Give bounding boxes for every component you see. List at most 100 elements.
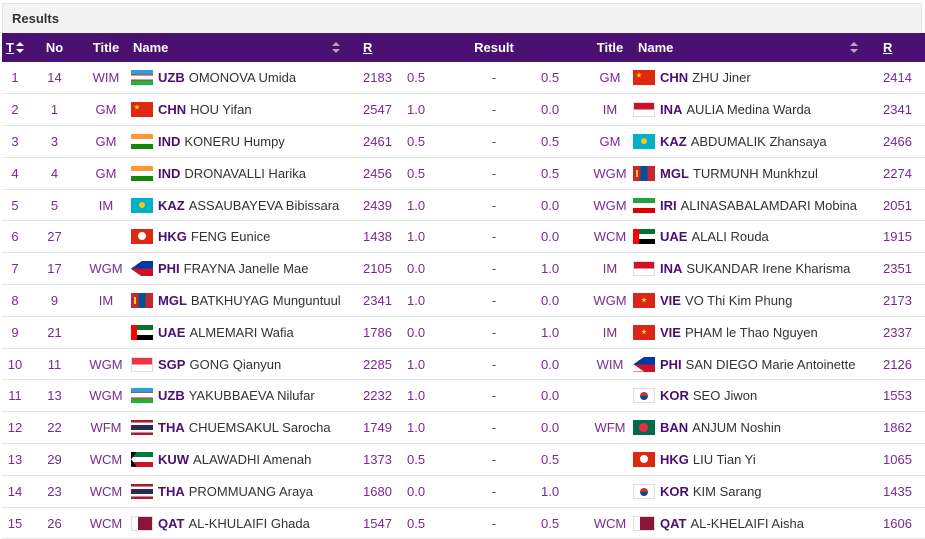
header-title-2[interactable]: Title — [596, 40, 624, 55]
player-white[interactable]: HKG FENG Eunice — [131, 221, 353, 253]
player-name[interactable]: SUKANDAR Irene Kharisma — [686, 261, 851, 277]
federation-code: HKG — [158, 229, 187, 245]
player-name[interactable]: HOU Yifan — [190, 102, 252, 118]
player-title: WGM — [89, 261, 123, 277]
player-white[interactable]: IND KONERU Humpy — [131, 126, 353, 158]
player-name[interactable]: DRONAVALLI Harika — [184, 165, 306, 181]
header-rating-2[interactable]: R — [883, 40, 893, 55]
header-title[interactable]: Title — [92, 40, 120, 55]
player-black[interactable]: IRI ALINASABALAMDARI Mobina — [633, 189, 877, 221]
player-black[interactable]: KOR SEO Jiwon — [633, 380, 877, 412]
sort-icon[interactable] — [16, 42, 25, 53]
player-black[interactable]: UAE ALALI Rouda — [633, 221, 877, 253]
federation-code: PHI — [158, 261, 180, 277]
player-black[interactable]: INA AULIA Medina Warda — [633, 94, 877, 126]
header-table-number[interactable]: T — [2, 33, 28, 62]
player-name[interactable]: BATKHUYAG Munguntuul — [190, 292, 341, 308]
player-name[interactable]: CHUEMSAKUL Sarocha — [188, 420, 331, 436]
header-name-2[interactable]: Name — [633, 33, 877, 62]
player-white[interactable]: SGP GONG Qianyun — [131, 348, 353, 380]
player-name[interactable]: GONG Qianyun — [189, 356, 282, 372]
player-name[interactable]: SEO Jiwon — [692, 388, 758, 404]
table-row: 13 29 WCM KUW ALAWADHI Amenah 1373 0.5 -… — [2, 444, 925, 476]
player-white[interactable]: UZB YAKUBBAEVA Nilufar — [131, 380, 353, 412]
start-number: 21 — [47, 324, 62, 340]
player-white[interactable]: UAE ALMEMARI Wafia — [131, 316, 353, 348]
player-name[interactable]: AL-KHULAIFI Ghada — [188, 515, 310, 531]
player-black[interactable]: MGL TURMUNH Munkhzul — [633, 157, 877, 189]
player-name[interactable]: AULIA Medina Warda — [686, 102, 811, 118]
flag-sgp-icon — [131, 356, 153, 372]
start-number: 4 — [50, 165, 59, 181]
player-name[interactable]: ALAWADHI Amenah — [193, 451, 312, 467]
player-rating: 1749 — [363, 420, 392, 436]
player-name[interactable]: ALALI Rouda — [691, 229, 769, 245]
flag-ina-icon — [633, 261, 655, 277]
player-title: WIM — [92, 70, 120, 86]
player-black[interactable]: VIE PHAM le Thao Nguyen — [633, 316, 877, 348]
player-black[interactable]: CHN ZHU Jiner — [633, 62, 877, 94]
player-black[interactable]: BAN ANJUM Noshin — [633, 412, 877, 444]
player-name[interactable]: KIM Sarang — [692, 483, 762, 499]
player-name[interactable]: ANJUM Noshin — [692, 420, 782, 436]
player-name[interactable]: PROMMUANG Araya — [188, 483, 313, 499]
player-title — [81, 316, 131, 348]
table-number: 15 — [7, 515, 23, 531]
score-separator: - — [491, 420, 497, 436]
player-black[interactable]: VIE VO Thi Kim Phung — [633, 285, 877, 317]
player-black[interactable]: KOR KIM Sarang — [633, 475, 877, 507]
player-white[interactable]: PHI FRAYNA Janelle Mae — [131, 253, 353, 285]
player-white[interactable]: KUW ALAWADHI Amenah — [131, 444, 353, 476]
player-title: WGM — [89, 388, 123, 404]
header-name[interactable]: Name — [131, 33, 353, 62]
player-black[interactable]: PHI SAN DIEGO Marie Antoinette — [633, 348, 877, 380]
header-start-number[interactable]: No — [45, 40, 64, 55]
player-name[interactable]: ALINASABALAMDARI Mobina — [680, 197, 857, 213]
flag-vie-icon — [633, 292, 655, 308]
player-black[interactable]: KAZ ABDUMALIK Zhansaya — [633, 126, 877, 158]
player-white[interactable]: CHN HOU Yifan — [131, 94, 353, 126]
player-name[interactable]: KONERU Humpy — [184, 133, 285, 149]
player-black[interactable]: QAT AL-KHELAIFI Aisha — [633, 507, 877, 539]
player-name[interactable]: FENG Eunice — [190, 229, 271, 245]
player-title-2: WGM — [593, 292, 627, 308]
player-name[interactable]: LIU Tian Yi — [692, 451, 756, 467]
player-name[interactable]: AL-KHELAIFI Aisha — [690, 515, 804, 531]
table-row: 15 26 WCM QAT AL-KHULAIFI Ghada 1547 0.5… — [2, 507, 925, 539]
flag-kuw-icon — [131, 451, 153, 467]
player-white[interactable]: KAZ ASSAUBAYEVA Bibissara — [131, 189, 353, 221]
player-name[interactable]: ZHU Jiner — [692, 70, 751, 86]
player-name[interactable]: PHAM le Thao Nguyen — [684, 324, 818, 340]
player-title: WGM — [89, 356, 123, 372]
score-separator: - — [491, 356, 497, 372]
player-name[interactable]: SAN DIEGO Marie Antoinette — [685, 356, 856, 372]
sort-icon[interactable] — [850, 42, 859, 53]
table-number: 6 — [11, 229, 19, 245]
player-white[interactable]: QAT AL-KHULAIFI Ghada — [131, 507, 353, 539]
results-panel: Results T No Title Name R — [2, 3, 925, 539]
player-name[interactable]: VO Thi Kim Phung — [684, 292, 793, 308]
score-separator: - — [491, 324, 497, 340]
player-white[interactable]: THA CHUEMSAKUL Sarocha — [131, 412, 353, 444]
player-name[interactable]: ASSAUBAYEVA Bibissara — [188, 197, 340, 213]
player-white[interactable]: UZB OMONOVA Umida — [131, 62, 353, 94]
player-title-2 — [587, 380, 633, 412]
player-white[interactable]: THA PROMMUANG Araya — [131, 475, 353, 507]
player-name[interactable]: TURMUNH Munkhzul — [692, 165, 818, 181]
player-name[interactable]: ALMEMARI Wafia — [189, 324, 294, 340]
player-name[interactable]: OMONOVA Umida — [188, 70, 297, 86]
flag-kaz-icon — [131, 197, 153, 213]
federation-code: MGL — [158, 292, 187, 308]
player-name[interactable]: FRAYNA Janelle Mae — [183, 261, 309, 277]
player-name[interactable]: ABDUMALIK Zhansaya — [690, 133, 827, 149]
player-white[interactable]: IND DRONAVALLI Harika — [131, 157, 353, 189]
player-rating: 1438 — [363, 229, 392, 245]
player-white[interactable]: MGL BATKHUYAG Munguntuul — [131, 285, 353, 317]
player-black[interactable]: INA SUKANDAR Irene Kharisma — [633, 253, 877, 285]
player-black[interactable]: HKG LIU Tian Yi — [633, 444, 877, 476]
sort-icon[interactable] — [332, 42, 341, 53]
score-black: 0.0 — [541, 388, 560, 404]
header-rating[interactable]: R — [363, 40, 373, 55]
table-header-row: T No Title Name R Result Title Name — [2, 33, 925, 62]
player-name[interactable]: YAKUBBAEVA Nilufar — [188, 388, 315, 404]
